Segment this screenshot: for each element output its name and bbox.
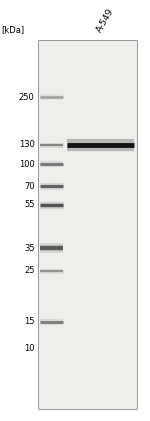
Text: 25: 25 <box>24 266 34 275</box>
Text: 130: 130 <box>19 140 34 149</box>
Bar <box>38 40 137 409</box>
Text: 55: 55 <box>24 200 34 209</box>
Text: [kDa]: [kDa] <box>2 25 25 34</box>
Text: 100: 100 <box>19 160 34 169</box>
Text: A-549: A-549 <box>95 6 116 34</box>
Text: 15: 15 <box>24 317 34 326</box>
Text: 250: 250 <box>19 93 34 102</box>
Text: 10: 10 <box>24 344 34 353</box>
Text: 35: 35 <box>24 244 34 253</box>
Text: 70: 70 <box>24 182 34 191</box>
